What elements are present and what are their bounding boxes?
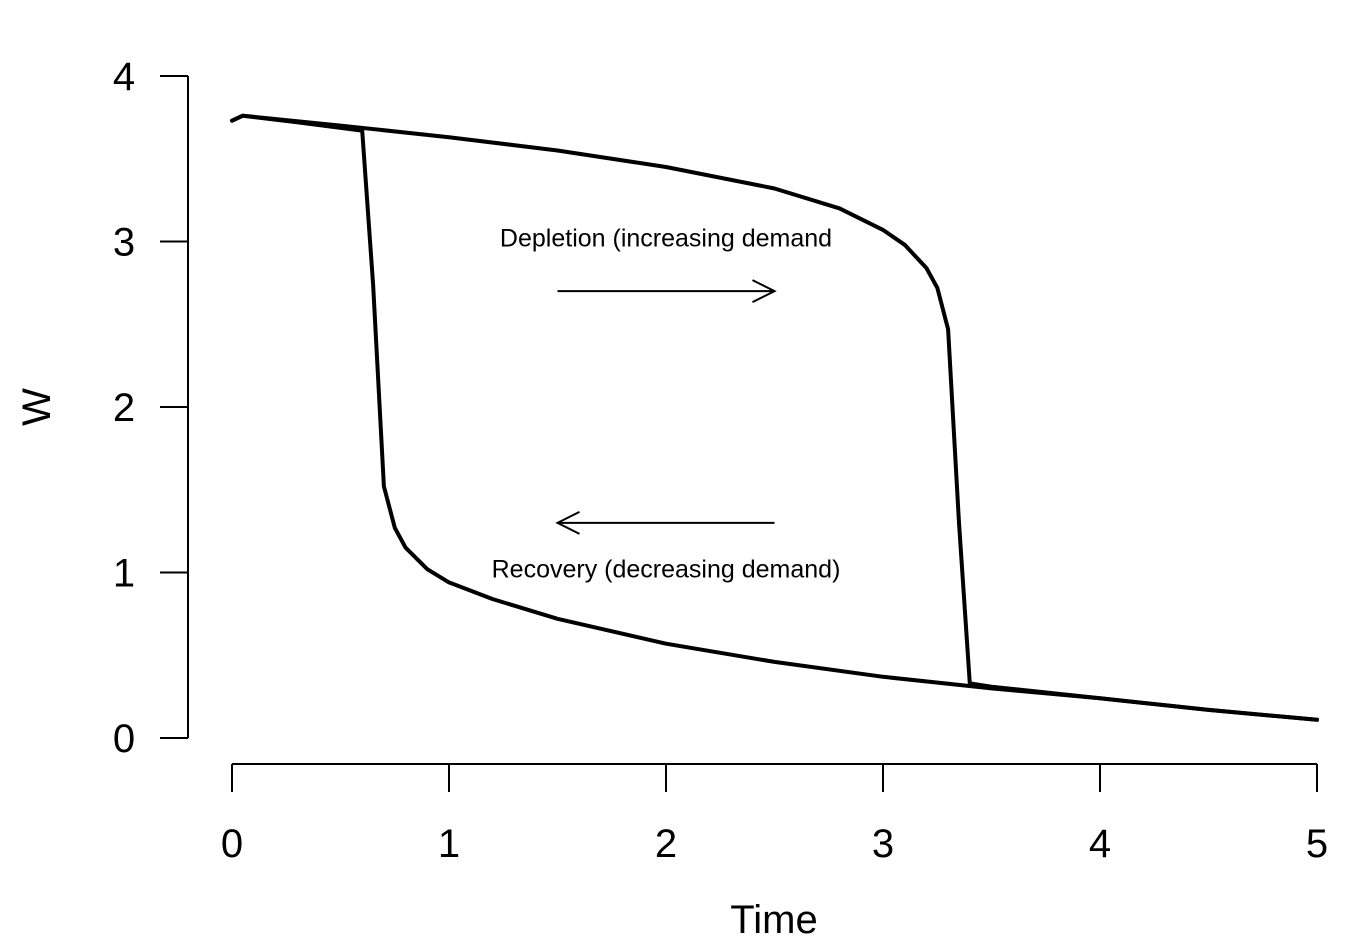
y-tick-label: 1: [113, 552, 135, 596]
y-axis-title: W: [15, 388, 59, 426]
x-tick-label: 0: [221, 822, 243, 866]
x-axis-title: Time: [730, 898, 817, 942]
arrow-left: [555, 510, 775, 535]
annotation-label: Depletion (increasing demand: [500, 224, 832, 252]
annotations-group: Depletion (increasing demand Recovery (de…: [492, 224, 841, 583]
annotation-label: Recovery (decreasing demand): [492, 555, 841, 583]
x-tick-label: 4: [1089, 822, 1111, 866]
recovery-curve: [230, 113, 1319, 722]
series-group: [230, 113, 1319, 722]
depletion-curve: [230, 113, 1319, 722]
y-tick-label: 3: [113, 221, 135, 265]
y-tick-label: 4: [113, 55, 135, 99]
y-tick-label: 0: [113, 717, 135, 761]
x-tick-label: 1: [438, 822, 460, 866]
x-tick-label: 5: [1306, 822, 1328, 866]
y-tick-label: 2: [113, 386, 135, 430]
x-axis: 0 1 2 3 4 5: [221, 763, 1328, 866]
x-tick-label: 3: [872, 822, 894, 866]
x-tick-label: 2: [655, 822, 677, 866]
arrow-right: [557, 279, 777, 304]
y-axis: 0 1 2 3 4: [113, 55, 189, 761]
